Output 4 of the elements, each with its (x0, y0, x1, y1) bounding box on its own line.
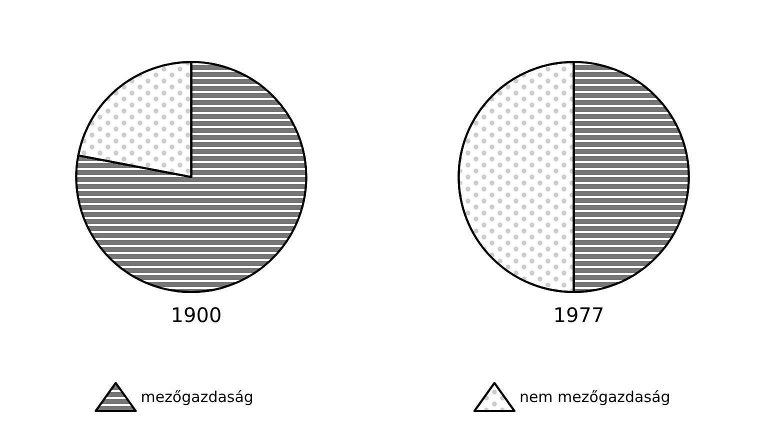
slice-label: 1900 (170, 303, 222, 327)
legend-label: mezőgazdaság (140, 388, 254, 406)
legend-label: nem mezőgazdaság (519, 388, 670, 406)
slice-label: 1977 (553, 303, 604, 327)
